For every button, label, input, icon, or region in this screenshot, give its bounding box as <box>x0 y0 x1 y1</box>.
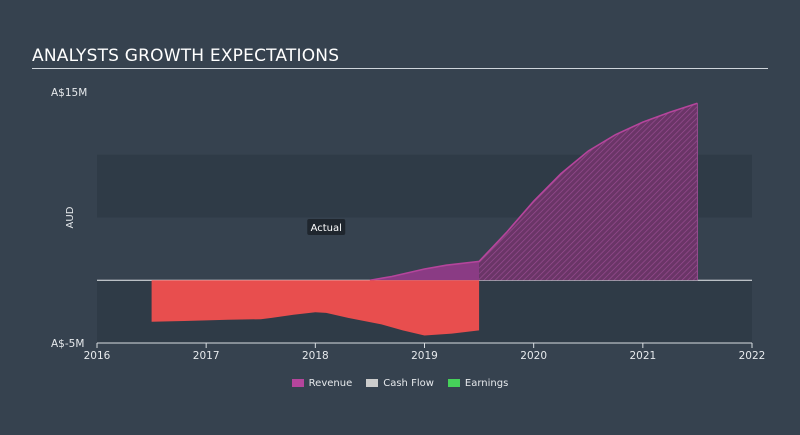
x-tick-label: 2017 <box>193 350 220 362</box>
x-tick-label: 2021 <box>629 350 656 362</box>
y-top-label: A$15M <box>51 87 87 99</box>
revenue-forecast-area <box>479 103 698 281</box>
title-divider <box>32 68 768 69</box>
x-tick-label: 2020 <box>520 350 547 362</box>
x-tick-label: 2022 <box>739 350 766 362</box>
y-axis-label: AUD <box>65 206 76 228</box>
legend-item-revenue[interactable]: Revenue <box>291 377 353 389</box>
legend-label-earnings: Earnings <box>464 377 509 389</box>
revenue-line <box>369 102 698 282</box>
legend-item-cash-flow[interactable]: Cash Flow <box>366 378 434 389</box>
actual-annotation: Actual <box>307 219 346 236</box>
legend-label-cash-flow: Cash Flow <box>383 377 434 389</box>
actual-annotation-bg <box>307 219 346 236</box>
actual-annotation-text: Actual <box>311 223 342 234</box>
chart-title: ANALYSTS GROWTH EXPECTATIONS <box>32 46 340 66</box>
chart-legend: Revenue Cash Flow Earnings <box>0 375 800 391</box>
legend-swatch-revenue <box>291 379 304 387</box>
earnings-area <box>151 280 480 336</box>
legend-label-revenue: Revenue <box>308 377 353 389</box>
x-tick-label: 2016 <box>84 350 111 362</box>
x-tick-label: 2019 <box>411 350 438 362</box>
x-tick-label: 2018 <box>302 350 329 362</box>
legend-swatch-earnings <box>447 379 460 387</box>
y-bottom-label: A$-5M <box>51 338 84 350</box>
legend-item-earnings[interactable]: Earnings <box>447 377 509 389</box>
legend-swatch-cash-flow <box>366 379 379 387</box>
